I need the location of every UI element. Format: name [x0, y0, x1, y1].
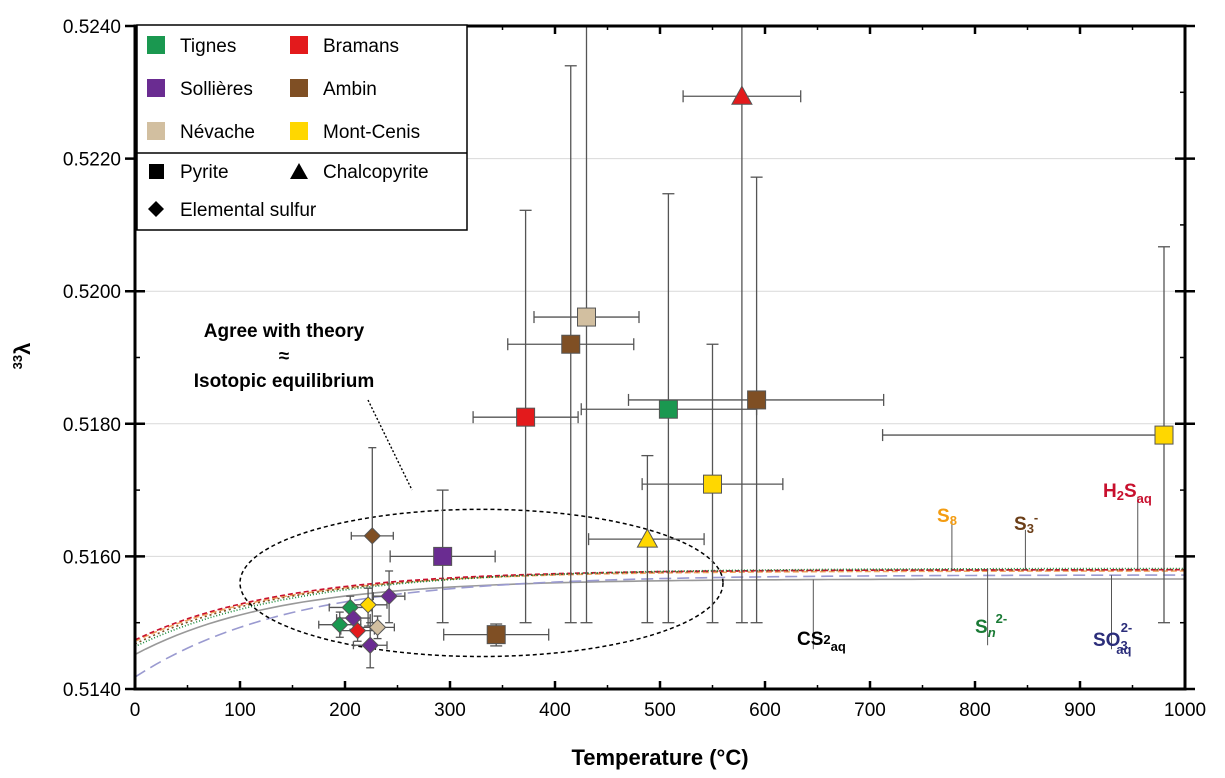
- marker-diamond: [380, 587, 398, 605]
- curve-label-s3: S3-: [1014, 510, 1038, 536]
- marker-diamond: [331, 615, 349, 634]
- x-tick-label: 1000: [1164, 700, 1206, 721]
- marker-triangle: [636, 528, 659, 548]
- marker-diamond: [361, 636, 379, 654]
- y-tick-label: 0.5220: [63, 150, 121, 171]
- legend-swatch-sollieres: [147, 79, 165, 97]
- equilibrium-ellipse: [239, 508, 724, 658]
- x-tick-label: 700: [854, 700, 886, 721]
- y-tick-label: 0.5160: [63, 547, 121, 568]
- marker-square: [747, 390, 767, 410]
- legend-label-elemental-sulfur: Elemental sulfur: [180, 200, 317, 221]
- x-tick-label: 900: [1064, 700, 1096, 721]
- y-tick-label: 0.5140: [63, 680, 121, 701]
- marker-diamond: [368, 618, 387, 637]
- marker-square: [1154, 425, 1174, 445]
- y-tick-label: 0.5240: [63, 17, 121, 38]
- marker-square: [658, 399, 678, 419]
- curve-label-cs2: CS2aq: [797, 629, 846, 654]
- curve-labels: S8 S3- H2Saq Sn2- CS2aq SO32-aq: [797, 481, 1152, 657]
- y-tick-label: 0.5180: [63, 415, 121, 436]
- annotation: Agree with theory ≈ Isotopic equilibrium: [194, 321, 413, 491]
- data-markers: [331, 85, 1174, 654]
- legend-label-pyrite: Pyrite: [180, 162, 229, 183]
- annotation-pointer: [367, 399, 413, 491]
- x-tick-label: 200: [329, 700, 361, 721]
- legend: Tignes Bramans Sollières Ambin Névache M…: [136, 24, 468, 231]
- marker-square: [703, 474, 722, 494]
- marker-diamond: [344, 609, 363, 627]
- axis-ticks: [125, 24, 1195, 691]
- annotation-line1: Agree with theory: [204, 321, 365, 342]
- svg-text:33λ: 33λ: [10, 343, 35, 370]
- x-tick-label: 300: [434, 700, 466, 721]
- x-tick-labels: 0 100 200 300 400 500 600 700 800 900 1000: [130, 700, 1206, 721]
- marker-triangle: [731, 85, 753, 105]
- theory-curve: [134, 567, 1185, 648]
- y-axis-title: 33λ: [10, 343, 35, 370]
- legend-swatch-nevache: [147, 122, 165, 140]
- legend-label-chalcopyrite: Chalcopyrite: [323, 162, 429, 183]
- marker-square: [577, 307, 596, 327]
- x-tick-label: 600: [749, 700, 781, 721]
- legend-label-ambin: Ambin: [323, 79, 377, 100]
- marker-diamond: [359, 596, 377, 614]
- theory-curve: [134, 574, 1185, 678]
- theory-curve: [134, 578, 1185, 656]
- y-tick-labels: 0.5140 0.5160 0.5180 0.5200 0.5220 0.5240: [63, 17, 121, 701]
- legend-label-nevache: Névache: [180, 122, 255, 143]
- annotation-line3: Isotopic equilibrium: [194, 371, 375, 392]
- x-tick-label: 500: [644, 700, 676, 721]
- marker-diamond: [348, 621, 367, 640]
- x-tick-label: 800: [959, 700, 991, 721]
- y-tick-label: 0.5200: [63, 282, 121, 303]
- y-axis-title-symbol: λ: [10, 343, 35, 355]
- marker-square: [561, 334, 581, 354]
- marker-square: [516, 407, 536, 427]
- equilibrium-ellipse-group: [239, 508, 724, 658]
- curve-label-h2s: H2Saq: [1103, 481, 1152, 506]
- legend-swatch-mont-cenis: [290, 122, 308, 140]
- legend-swatch-tignes: [147, 36, 165, 54]
- x-tick-label: 400: [539, 700, 571, 721]
- theory-curves: [134, 567, 1185, 678]
- legend-label-tignes: Tignes: [180, 36, 236, 57]
- curve-label-sn: Sn2-: [975, 611, 1007, 640]
- legend-shape-diamond-icon: [148, 201, 164, 217]
- legend-label-mont-cenis: Mont-Cenis: [323, 122, 420, 143]
- legend-shape-triangle-icon: [290, 163, 308, 179]
- marker-diamond: [363, 527, 382, 545]
- legend-swatch-bramans: [290, 36, 308, 54]
- curve-label-so3: SO32-aq: [1093, 620, 1132, 657]
- marker-square: [486, 625, 506, 645]
- curve-label-s8: S8: [937, 506, 957, 528]
- curve-leader-lines: [812, 496, 1139, 650]
- legend-label-bramans: Bramans: [323, 36, 399, 57]
- theory-curve: [134, 570, 1185, 643]
- y-axis-title-prefix: 33: [10, 355, 25, 369]
- theory-curve: [134, 568, 1185, 641]
- x-tick-label: 100: [224, 700, 256, 721]
- marker-square: [433, 546, 453, 566]
- x-tick-label: 0: [130, 700, 141, 721]
- legend-shape-square-icon: [149, 164, 164, 179]
- annotation-line2: ≈: [279, 346, 290, 367]
- legend-swatch-ambin: [290, 79, 308, 97]
- legend-label-sollieres: Sollières: [180, 79, 253, 100]
- x-axis-title: Temperature (°C): [571, 745, 748, 770]
